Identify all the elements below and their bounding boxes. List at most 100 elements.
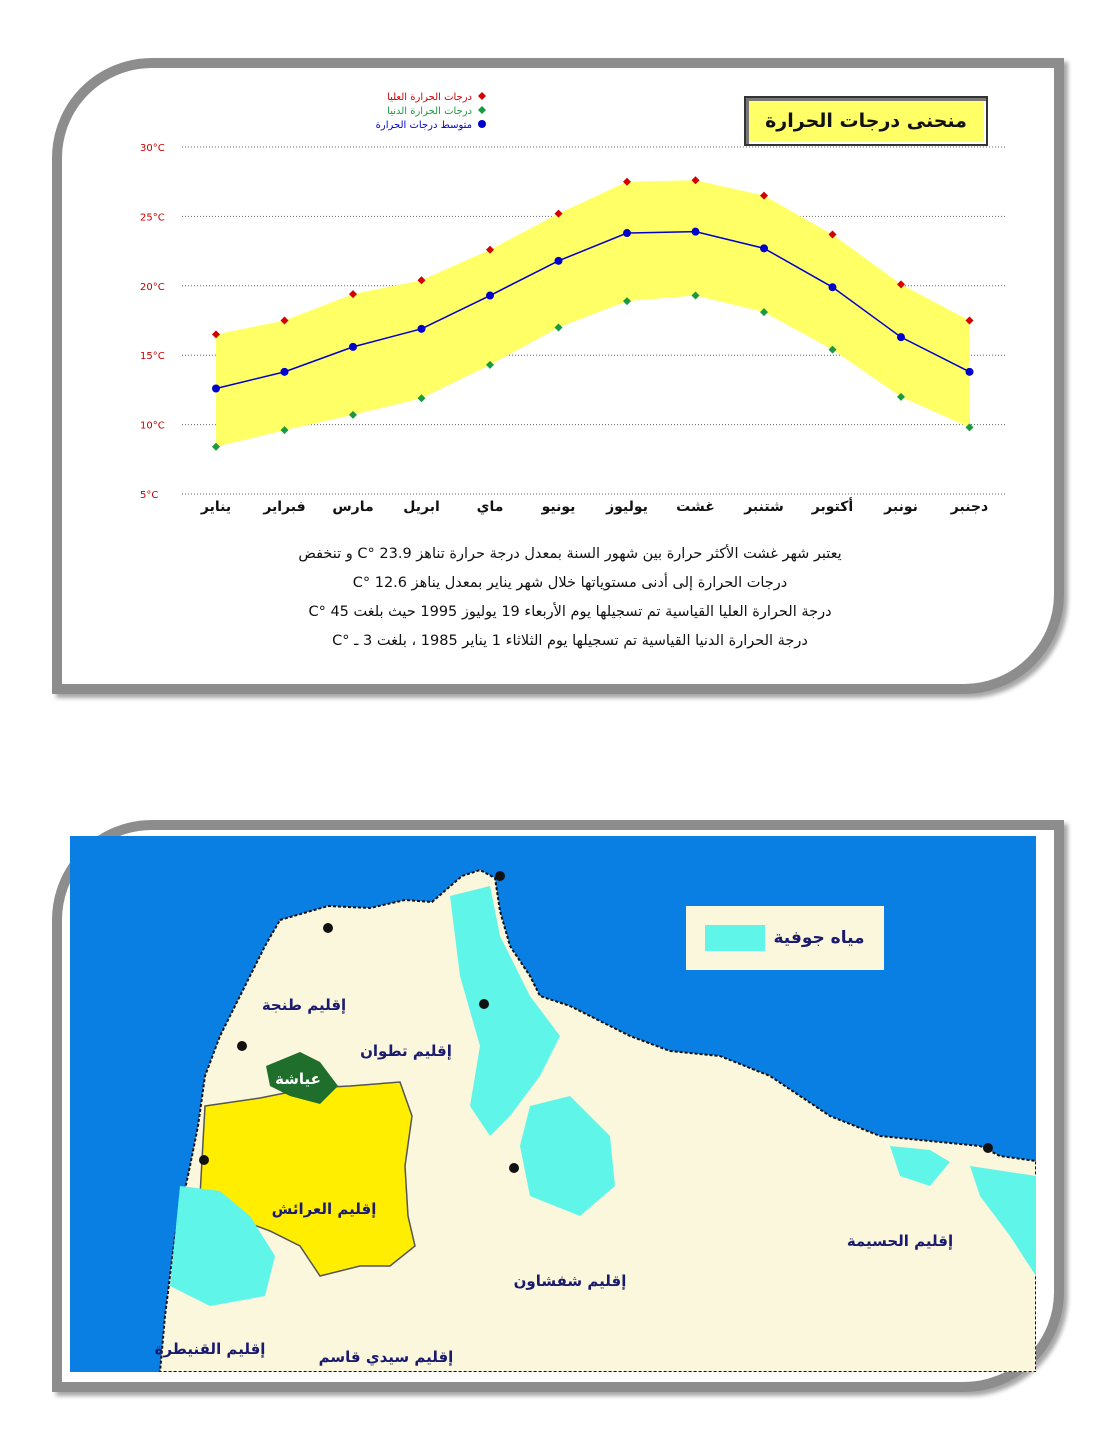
map-legend-label: مياه جوفية xyxy=(773,928,865,948)
x-tick-label: دجنبر xyxy=(950,499,988,515)
data-point xyxy=(349,342,357,351)
x-tick-label: شتنبر xyxy=(743,499,784,515)
chart-panel: 5°C 10°C 15°C 20°C 25°C 30°C يناير فبراير مارس اب… xyxy=(70,72,1042,670)
data-point xyxy=(760,308,768,317)
data-point xyxy=(212,384,220,393)
y-tick-label: 10°C xyxy=(140,421,165,432)
legend-marker xyxy=(478,106,486,114)
data-point xyxy=(417,276,426,285)
city-marker xyxy=(323,923,333,933)
x-tick-label: ماي xyxy=(477,499,504,516)
data-point xyxy=(486,360,494,369)
data-point xyxy=(965,316,974,325)
y-tick-label: 25°C xyxy=(140,212,165,223)
data-point xyxy=(623,177,631,186)
data-point xyxy=(691,176,700,185)
x-tick-label: يناير xyxy=(200,499,231,515)
data-point xyxy=(417,324,426,333)
data-point xyxy=(760,191,768,200)
legend-entry: درجات الحرارة العليا xyxy=(387,92,472,103)
x-tick-label: مارس xyxy=(332,499,373,515)
city-marker xyxy=(983,1143,993,1153)
data-point xyxy=(691,227,700,236)
x-tick-label: فبراير xyxy=(262,499,305,515)
data-point xyxy=(280,367,289,376)
note-line: يعتبر شهر غشت الأكثر حرارة بين شهور السن… xyxy=(298,546,842,562)
chart-legend: درجات الحرارة العليا درجات الحرارة الدنيا… xyxy=(376,92,486,131)
axis-labels: 5°C 10°C 15°C 20°C 25°C 30°C يناير فبراير مارس اب… xyxy=(140,143,988,516)
data-point xyxy=(417,394,426,403)
city-marker xyxy=(509,1163,519,1173)
x-tick-label: يونيو xyxy=(541,499,576,515)
region-map: إقليم طنجة إقليم تطوان عياشة إقليم العرا… xyxy=(70,836,1036,1372)
region-label-ayacha: عياشة xyxy=(275,1070,321,1088)
chart-title: منحنى درجات الحرارة xyxy=(744,96,988,146)
series-markers xyxy=(212,176,974,451)
temperature-band xyxy=(216,180,970,447)
data-point xyxy=(623,229,631,238)
data-point xyxy=(691,291,700,300)
data-point xyxy=(554,256,563,265)
band-area xyxy=(216,180,970,447)
data-point xyxy=(349,410,357,419)
data-point xyxy=(486,291,494,300)
ayacha-area xyxy=(266,1052,338,1104)
note-line: درجات الحرارة إلى أدنى مستوياتها خلال شه… xyxy=(352,575,788,591)
legend-entry: متوسط درجات الحرارة xyxy=(376,120,472,131)
data-point xyxy=(897,333,905,342)
data-point xyxy=(212,442,220,451)
note-line: درجة الحرارة الدنيا القياسية تم تسجيلها … xyxy=(332,633,808,649)
map-legend: مياه جوفية xyxy=(686,906,884,970)
data-point xyxy=(623,297,631,306)
city-marker xyxy=(237,1041,247,1051)
data-point xyxy=(897,392,905,401)
data-point xyxy=(280,426,289,435)
data-point xyxy=(554,209,563,218)
series-lines xyxy=(215,230,970,390)
region-label-kenitra: إقليم القنيطرة xyxy=(155,1340,266,1358)
x-tick-label: غشت xyxy=(676,499,715,515)
y-tick-label: 15°C xyxy=(140,351,165,362)
groundwater-center xyxy=(520,1096,615,1216)
note-line: درجة الحرارة العليا القياسية تم تسجيلها … xyxy=(308,604,832,620)
region-label-hoceima: إقليم الحسيمة xyxy=(847,1232,953,1250)
data-point xyxy=(965,367,974,376)
legend-marker xyxy=(478,120,486,128)
legend-entry: درجات الحرارة الدنيا xyxy=(387,106,472,117)
y-tick-label: 30°C xyxy=(140,143,165,154)
y-tick-label: 5°C xyxy=(140,490,158,501)
region-label-tanger: إقليم طنجة xyxy=(262,996,346,1014)
temperature-chart: 5°C 10°C 15°C 20°C 25°C 30°C يناير فبراير مارس اب… xyxy=(140,92,1005,516)
region-label-tetouan: إقليم تطوان xyxy=(360,1042,452,1060)
map-legend-swatch xyxy=(705,925,766,951)
city-marker xyxy=(479,999,489,1009)
data-point xyxy=(828,283,837,292)
data-point xyxy=(828,230,837,239)
data-point xyxy=(760,244,768,253)
x-tick-label: نونبر xyxy=(883,499,918,515)
chart-notes: يعتبر شهر غشت الأكثر حرارة بين شهور السن… xyxy=(200,540,940,656)
region-label-sidi-kacem: إقليم سيدي قاسم xyxy=(319,1348,454,1367)
region-label-larache: إقليم العرائش xyxy=(272,1200,377,1218)
series-line xyxy=(215,230,970,390)
city-marker xyxy=(495,871,505,881)
region-label-chefchaouen: إقليم شفشاون xyxy=(514,1272,627,1290)
y-tick-label: 20°C xyxy=(140,282,165,293)
data-point xyxy=(554,323,563,332)
data-point xyxy=(486,245,494,254)
data-point xyxy=(965,423,974,432)
x-tick-label: أكتوبر xyxy=(811,497,853,515)
groundwater-west xyxy=(170,1186,275,1306)
data-point xyxy=(212,330,220,339)
data-point xyxy=(280,316,289,325)
groundwater-tetouan xyxy=(450,886,560,1136)
x-tick-label: ابريل xyxy=(403,499,440,515)
groundwater-east xyxy=(970,1166,1036,1276)
groundwater-coast xyxy=(890,1146,950,1186)
data-point xyxy=(828,345,837,354)
legend-marker xyxy=(478,92,486,100)
data-point xyxy=(349,290,357,299)
city-marker xyxy=(199,1155,209,1165)
x-tick-label: يوليوز xyxy=(605,499,648,515)
data-point xyxy=(897,280,905,289)
